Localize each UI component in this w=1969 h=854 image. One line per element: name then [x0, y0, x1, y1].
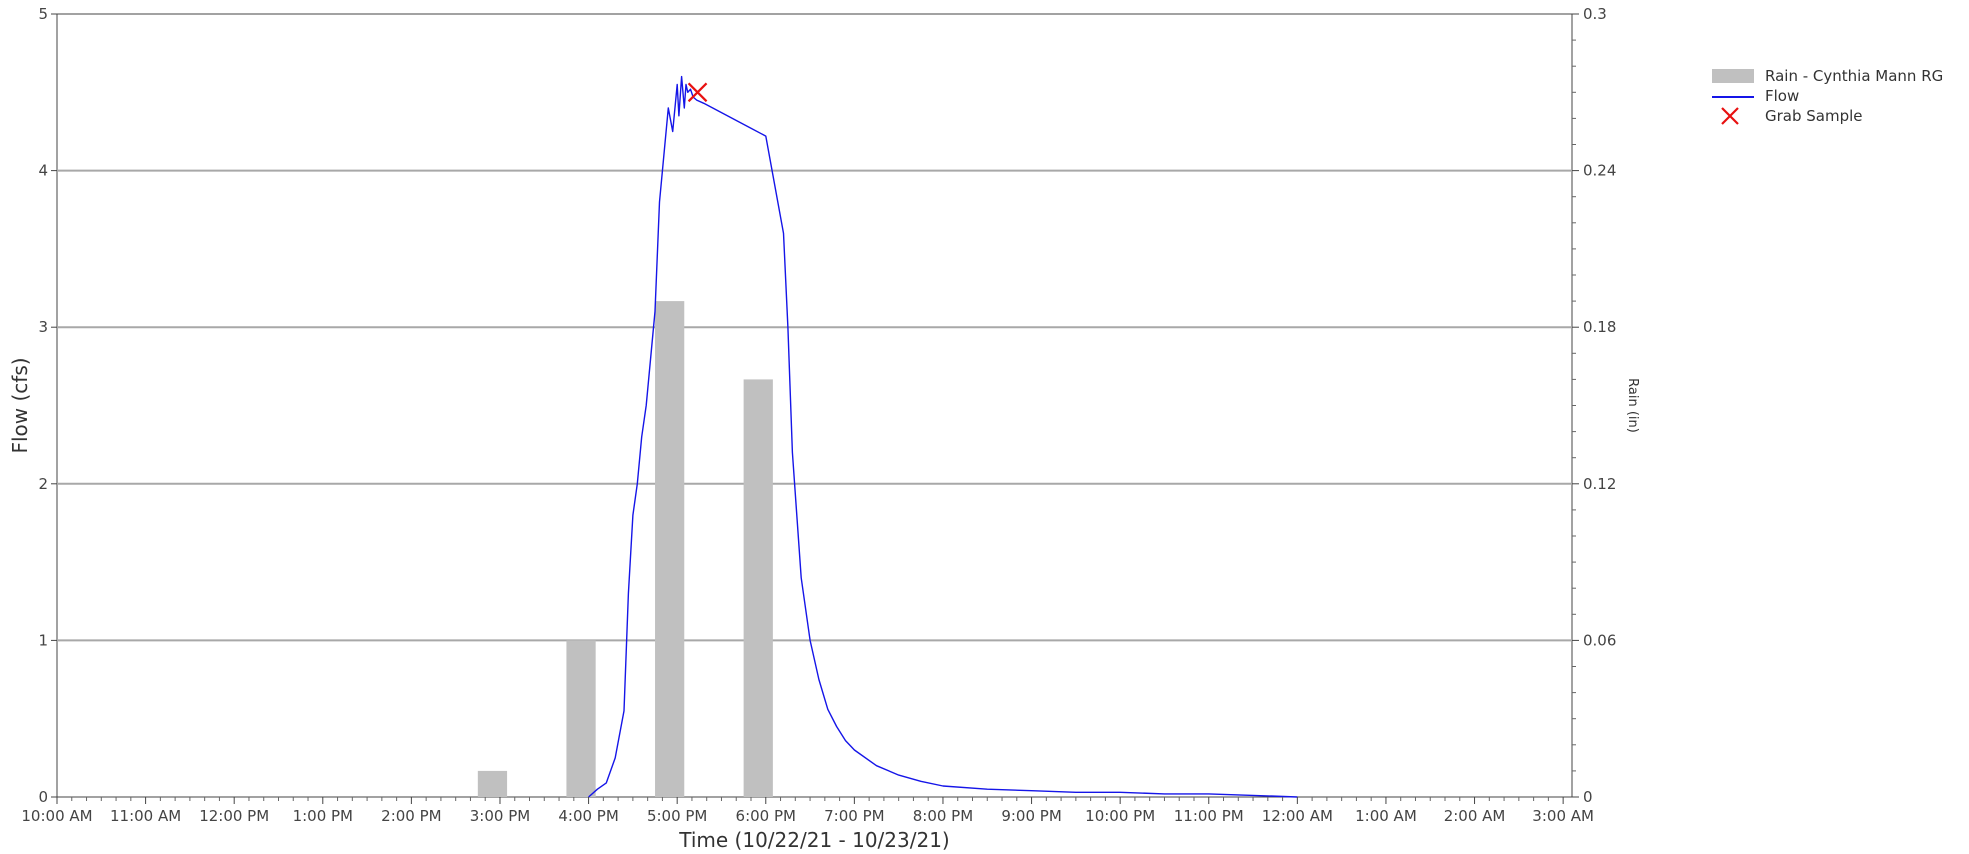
- axes: 0 1 2 3 4 5 0 0.06 0.12 0.18 0.24 0.3 10:00 AM 11:00 …: [21, 5, 1616, 825]
- grab-sample-markers: [687, 82, 708, 103]
- grab-sample-marker-stroke: [687, 82, 708, 103]
- plot-frame: [56, 13, 1573, 798]
- y-left-tick-label: 0: [38, 788, 48, 806]
- x-tick-label: 2:00 AM: [1444, 807, 1506, 825]
- x-tick-label: 5:00 PM: [647, 807, 707, 825]
- legend-flow-swatch: [1712, 88, 1754, 104]
- x-tick-label: 9:00 PM: [1001, 807, 1061, 825]
- x-tick-label: 1:00 PM: [293, 807, 353, 825]
- y-right-tick-label: 0: [1583, 788, 1593, 806]
- y-left-tick-label: 1: [38, 631, 48, 649]
- legend-item-rain: Rain - Cynthia Mann RG: [1712, 66, 1943, 86]
- x-tick-label: 11:00 PM: [1174, 807, 1244, 825]
- legend-rain-swatch: [1712, 68, 1754, 84]
- y-left-tick-label: 4: [38, 162, 48, 180]
- x-tick-label: 4:00 PM: [558, 807, 618, 825]
- legend-item-grab-sample: Grab Sample: [1712, 106, 1943, 126]
- flow-line-layer: [588, 75, 1298, 798]
- y-left-tick-label: 2: [38, 475, 48, 493]
- x-tick-label: 6:00 PM: [736, 807, 796, 825]
- y-axis-left-title: Flow (cfs): [8, 357, 32, 453]
- legend-grab-sample-label: Grab Sample: [1765, 107, 1863, 125]
- legend-flow-label: Flow: [1765, 87, 1800, 105]
- y-right-tick-label: 0.12: [1583, 475, 1616, 493]
- rain-bar: [566, 640, 596, 797]
- y-right-tick-label: 0.24: [1583, 162, 1616, 180]
- legend-grab-sample-swatch: [1712, 107, 1754, 125]
- y-left-tick-label: 5: [38, 5, 48, 23]
- legend: Rain - Cynthia Mann RG Flow Grab Sample: [1712, 66, 1943, 126]
- x-tick-label: 2:00 PM: [381, 807, 441, 825]
- x-tick-label: 8:00 PM: [913, 807, 973, 825]
- legend-rain-label: Rain - Cynthia Mann RG: [1765, 67, 1944, 85]
- x-tick-label: 7:00 PM: [824, 807, 884, 825]
- x-tick-label: 10:00 AM: [21, 807, 92, 825]
- x-tick-label: 3:00 AM: [1532, 807, 1594, 825]
- x-marker-icon: [1721, 107, 1739, 125]
- x-tick-label: 3:00 PM: [470, 807, 530, 825]
- legend-item-flow: Flow: [1712, 86, 1943, 106]
- x-tick-label: 12:00 PM: [199, 807, 269, 825]
- y-right-tick-label: 0.18: [1583, 318, 1616, 336]
- x-tick-label: 1:00 AM: [1355, 807, 1417, 825]
- rain-bar: [477, 770, 508, 797]
- flow-line: [588, 75, 1298, 798]
- x-tick-label: 10:00 PM: [1085, 807, 1155, 825]
- y-axis-right-title: Rain (in): [1625, 378, 1640, 433]
- rain-bar: [743, 379, 773, 797]
- y-left-tick-label: 3: [38, 318, 48, 336]
- x-axis-title: Time (10/22/21 - 10/23/21): [678, 828, 950, 852]
- x-tick-label: 12:00 AM: [1262, 807, 1333, 825]
- y-right-tick-label: 0.06: [1583, 631, 1616, 649]
- rain-bar: [655, 301, 685, 797]
- rain-bars: [477, 301, 773, 797]
- grab-sample-marker: [687, 82, 708, 103]
- y-right-tick-label: 0.3: [1583, 5, 1607, 23]
- x-tick-label: 11:00 AM: [110, 807, 181, 825]
- gridlines: [57, 169, 1572, 642]
